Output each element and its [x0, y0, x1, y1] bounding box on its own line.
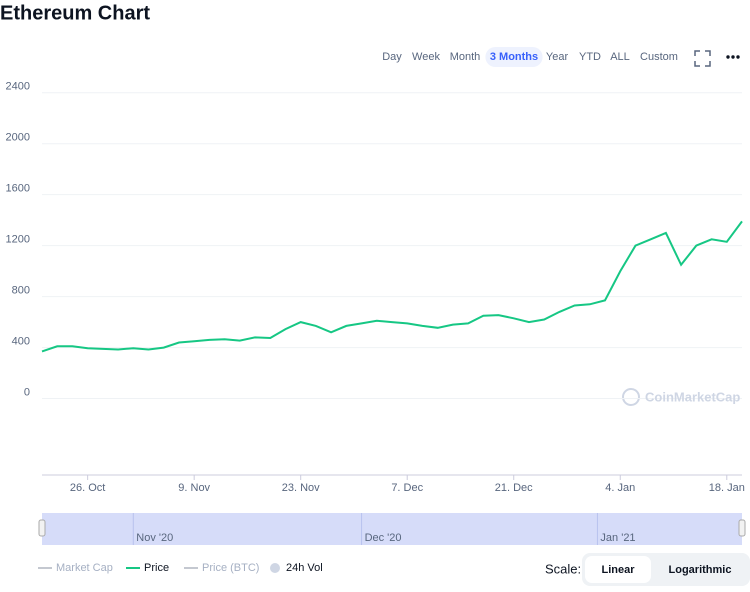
range-button-active — [485, 47, 543, 67]
legend-item[interactable]: Price (BTC) — [202, 562, 259, 574]
x-tick-label: 4. Jan — [605, 482, 635, 494]
x-tick-label: 7. Dec — [391, 482, 423, 494]
scale-option[interactable]: Linear — [601, 564, 635, 576]
scale-active-pill — [585, 556, 651, 583]
y-tick-label: 0 — [24, 386, 30, 398]
range-button[interactable]: ALL — [610, 51, 630, 63]
x-tick-label: 26. Oct — [70, 482, 105, 494]
x-tick-label: 21. Dec — [495, 482, 533, 494]
range-button[interactable]: Day — [382, 51, 402, 63]
legend-item[interactable]: 24h Vol — [286, 562, 323, 574]
range-button[interactable]: Custom — [640, 51, 678, 63]
x-tick-label: 18. Jan — [709, 482, 745, 494]
toolbar-icons — [694, 50, 711, 67]
y-tick-label: 2400 — [6, 81, 30, 93]
page-title: Ethereum Chart — [0, 2, 150, 24]
legend-item[interactable]: Price — [144, 562, 169, 574]
price-line — [41, 220, 743, 353]
navigator-label: Nov '20 — [136, 532, 173, 544]
x-tick-label: 9. Nov — [178, 482, 210, 494]
range-button[interactable]: Week — [412, 51, 440, 63]
y-tick-label: 400 — [12, 335, 30, 347]
y-tick-label: 800 — [12, 285, 30, 297]
navigator-label: Jan '21 — [600, 532, 635, 544]
range-button[interactable]: 3 Months — [490, 51, 538, 63]
y-tick-label: 1600 — [6, 183, 30, 195]
range-button[interactable]: Month — [450, 51, 481, 63]
range-button[interactable]: YTD — [579, 51, 601, 63]
more-icon[interactable] — [726, 55, 740, 59]
navigator-handle[interactable] — [38, 519, 46, 537]
range-button[interactable]: Year — [546, 51, 569, 63]
navigator[interactable] — [42, 513, 742, 545]
watermark: CoinMarketCap — [645, 389, 740, 404]
scale-option[interactable]: Logarithmic — [669, 564, 732, 576]
x-tick-label: 23. Nov — [282, 482, 320, 494]
legend-marker — [270, 563, 280, 573]
y-tick-label: 1200 — [6, 234, 30, 246]
fullscreen-icon[interactable] — [694, 50, 711, 67]
watermark-logo — [622, 388, 640, 406]
navigator-label: Dec '20 — [365, 532, 402, 544]
legend-item[interactable]: Market Cap — [56, 562, 113, 574]
scale-label: Scale: — [545, 561, 581, 576]
navigator-handle[interactable] — [738, 519, 746, 537]
y-tick-label: 2000 — [6, 132, 30, 144]
